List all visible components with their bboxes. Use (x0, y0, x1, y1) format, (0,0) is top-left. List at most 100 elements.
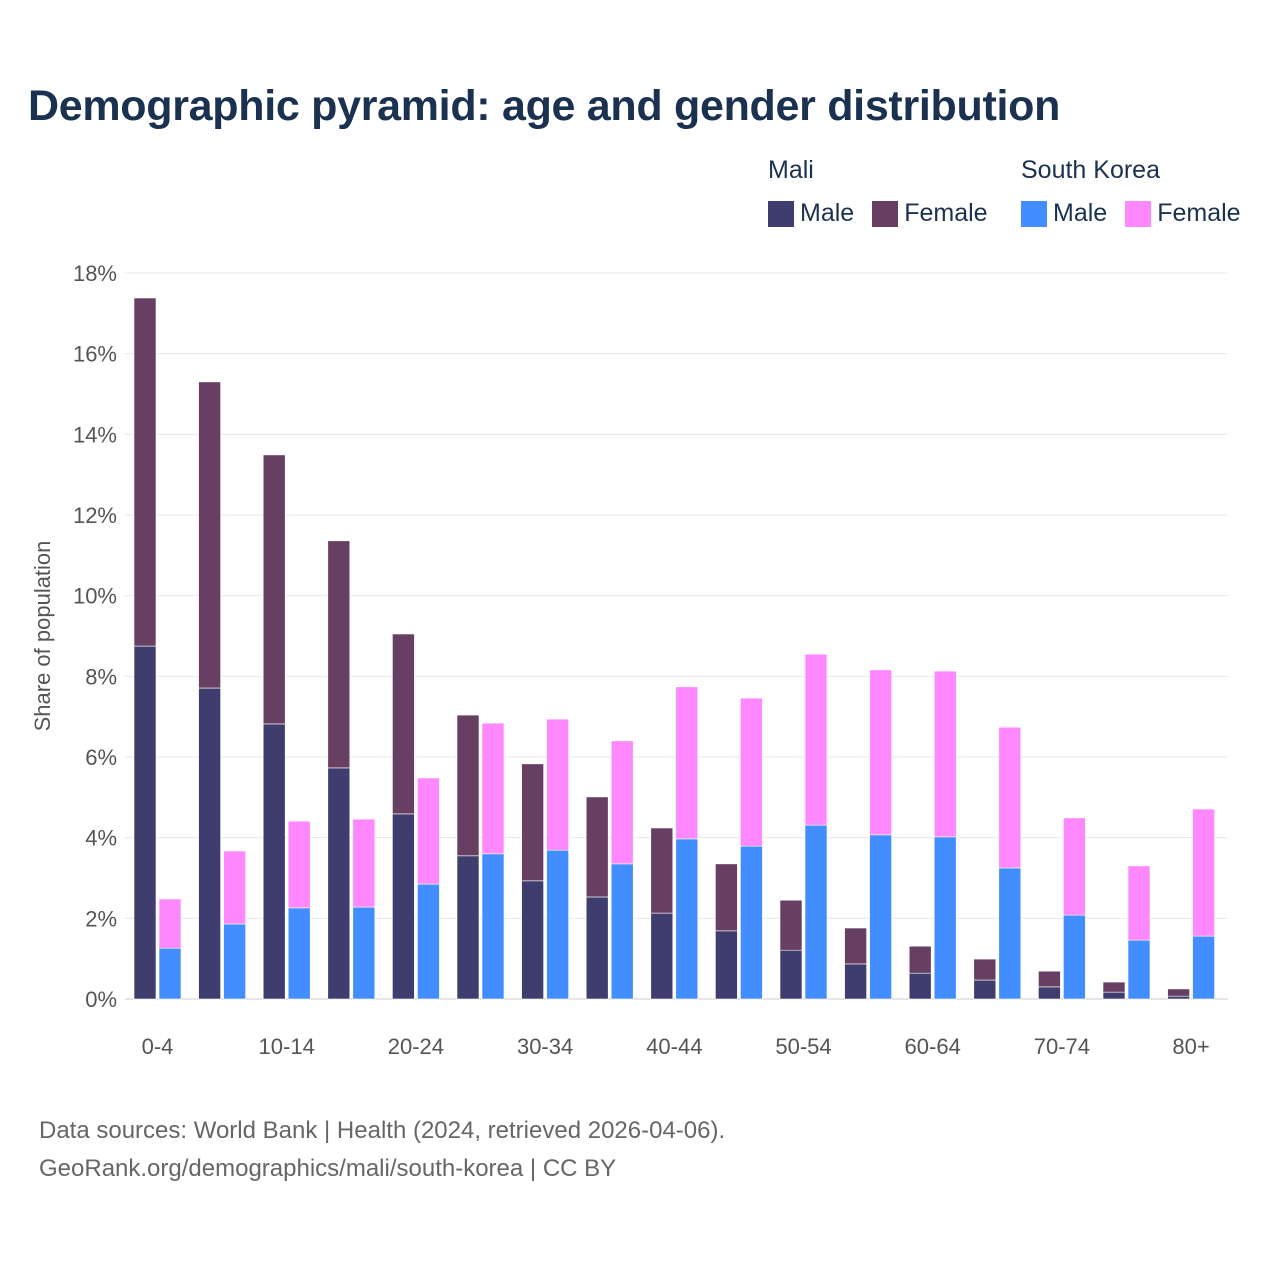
bar-south-korea-male-60-64 (933, 836, 957, 1000)
bar-mali-female-5-9 (198, 381, 221, 689)
bar-mali-female-45-49 (715, 863, 738, 932)
bar-south-korea-female-25-29 (481, 722, 505, 855)
y-tick-label: 16% (73, 342, 117, 367)
legend-swatch (1125, 200, 1152, 227)
bar-mali-female-15-19 (327, 540, 351, 769)
x-tick-label: 50-54 (775, 1034, 831, 1059)
bar-south-korea-female-55-59 (869, 669, 892, 836)
bar-mali-female-70-74 (1038, 970, 1061, 988)
bar-mali-male-70-74 (1038, 986, 1061, 1000)
bar-mali-male-20-24 (392, 813, 415, 1000)
legend-item-sk-male: Male (1021, 199, 1107, 228)
legend-mali: Mali Male Female (768, 156, 988, 228)
bar-south-korea-female-40-44 (675, 686, 699, 840)
bar-south-korea-female-65-69 (998, 726, 1022, 869)
bar-mali-male-40-44 (650, 912, 674, 1000)
bar-south-korea-female-0-4 (158, 898, 182, 949)
bar-mali-male-5-9 (198, 687, 221, 1000)
legend-label: Male (800, 199, 855, 227)
bar-mali-female-10-14 (262, 454, 286, 725)
bar-south-korea-male-45-49 (740, 845, 763, 1000)
bar-mali-male-10-14 (262, 723, 286, 1000)
bar-mali-male-0-4 (133, 645, 157, 1000)
bar-mali-female-55-59 (844, 927, 867, 965)
y-tick-label: 4% (85, 826, 117, 851)
bar-mali-male-60-64 (908, 972, 932, 1000)
bar-south-korea-male-80+ (1192, 935, 1215, 1000)
y-axis-label: Share of population (30, 541, 55, 732)
bar-south-korea-female-30-34 (546, 718, 569, 851)
bar-south-korea-male-10-14 (287, 907, 311, 1000)
bar-mali-female-50-54 (779, 899, 803, 951)
credit-note: GeoRank.org/demographics/mali/south-kore… (39, 1155, 617, 1182)
legend-label: Female (904, 199, 988, 227)
legend-swatch (1021, 200, 1047, 227)
bar-south-korea-female-5-9 (223, 850, 246, 925)
bar-mali-female-60-64 (908, 945, 932, 974)
bar-south-korea-male-75-79 (1127, 939, 1151, 1000)
bar-mali-male-50-54 (779, 949, 803, 1000)
bar-mali-male-55-59 (844, 963, 867, 1000)
bar-south-korea-male-20-24 (417, 883, 440, 1000)
x-tick-label: 10-14 (259, 1034, 315, 1059)
bar-south-korea-female-45-49 (740, 697, 763, 847)
chart-title: Demographic pyramid: age and gender dist… (28, 82, 1061, 130)
bar-south-korea-male-15-19 (352, 906, 376, 1000)
bar-mali-male-30-34 (521, 880, 544, 1000)
legend-country-name: South Korea (1021, 156, 1160, 184)
bar-south-korea-female-50-54 (804, 653, 828, 826)
bar-mali-female-75-79 (1102, 981, 1126, 993)
bar-mali-female-40-44 (650, 827, 674, 914)
bar-mali-male-65-69 (973, 979, 997, 1000)
bar-south-korea-female-80+ (1192, 808, 1215, 937)
bar-mali-male-25-29 (456, 855, 480, 1000)
y-tick-label: 0% (85, 987, 117, 1012)
y-tick-label: 10% (73, 584, 117, 609)
bar-south-korea-male-5-9 (223, 923, 246, 1000)
x-tick-label: 40-44 (646, 1034, 702, 1059)
bar-mali-female-80+ (1167, 988, 1190, 997)
bar-mali-female-65-69 (973, 958, 997, 981)
bar-south-korea-male-40-44 (675, 838, 699, 1000)
bar-south-korea-male-50-54 (804, 824, 828, 1000)
legend-swatch (768, 200, 794, 227)
y-tick-label: 18% (73, 261, 117, 286)
x-tick-label: 70-74 (1034, 1034, 1090, 1059)
legend-south-korea: South Korea Male Female (1021, 156, 1241, 228)
x-tick-label: 30-34 (517, 1034, 573, 1059)
bar-mali-male-75-79 (1102, 991, 1126, 1000)
bar-south-korea-female-15-19 (352, 818, 376, 908)
bar-mali-female-20-24 (392, 633, 415, 815)
bar-south-korea-male-55-59 (869, 834, 892, 1000)
bar-mali-male-45-49 (715, 930, 738, 1000)
bar-mali-male-80+ (1167, 995, 1190, 1000)
y-tick-label: 6% (85, 745, 117, 770)
legend-item-mali-male: Male (768, 199, 854, 228)
bar-south-korea-female-75-79 (1127, 865, 1151, 941)
bar-south-korea-male-35-39 (610, 863, 634, 1000)
x-tick-label: 80+ (1172, 1034, 1209, 1059)
bar-south-korea-female-35-39 (610, 740, 634, 865)
legend-label: Male (1053, 199, 1108, 227)
bar-south-korea-male-25-29 (481, 853, 505, 1000)
legend-item-mali-female: Female (872, 199, 988, 228)
bar-south-korea-male-70-74 (1063, 914, 1086, 1000)
bar-mali-female-0-4 (133, 297, 157, 647)
bar-mali-female-35-39 (585, 796, 609, 898)
x-tick-label: 20-24 (388, 1034, 444, 1059)
y-tick-label: 8% (85, 664, 117, 689)
bar-south-korea-female-70-74 (1063, 817, 1086, 916)
legend-label: Female (1157, 199, 1241, 227)
bar-south-korea-male-65-69 (998, 867, 1022, 1000)
bar-south-korea-male-0-4 (158, 947, 182, 1000)
bar-mali-male-35-39 (585, 896, 609, 1000)
legend-country-name: Mali (768, 156, 814, 184)
x-tick-label: 60-64 (905, 1034, 961, 1059)
x-tick-label: 0-4 (142, 1034, 174, 1059)
y-tick-label: 14% (73, 422, 117, 447)
bar-south-korea-female-20-24 (417, 777, 440, 885)
bar-south-korea-male-30-34 (546, 849, 569, 1000)
bar-south-korea-female-60-64 (933, 670, 957, 838)
legend-swatch (872, 200, 899, 227)
